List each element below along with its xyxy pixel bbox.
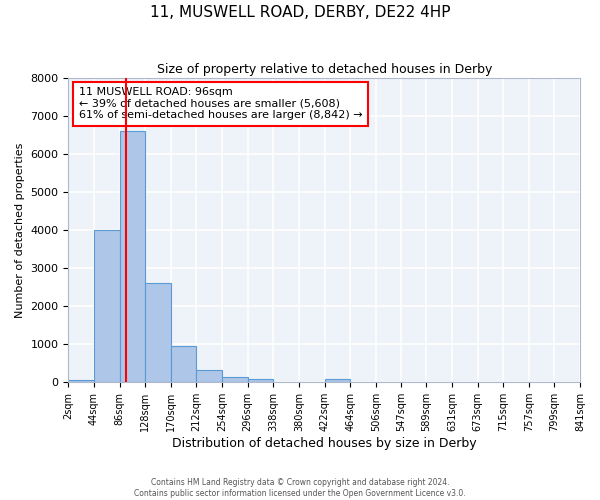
Bar	[325, 379, 350, 382]
Text: 11 MUSWELL ROAD: 96sqm
← 39% of detached houses are smaller (5,608)
61% of semi-: 11 MUSWELL ROAD: 96sqm ← 39% of detached…	[79, 87, 362, 120]
Bar	[145, 284, 171, 382]
Bar	[171, 346, 196, 382]
Bar	[196, 370, 222, 382]
Bar	[94, 230, 119, 382]
Title: Size of property relative to detached houses in Derby: Size of property relative to detached ho…	[157, 62, 492, 76]
Bar	[68, 380, 94, 382]
Bar	[248, 379, 273, 382]
Text: Contains HM Land Registry data © Crown copyright and database right 2024.
Contai: Contains HM Land Registry data © Crown c…	[134, 478, 466, 498]
Text: 11, MUSWELL ROAD, DERBY, DE22 4HP: 11, MUSWELL ROAD, DERBY, DE22 4HP	[150, 5, 450, 20]
Bar	[119, 132, 145, 382]
X-axis label: Distribution of detached houses by size in Derby: Distribution of detached houses by size …	[172, 437, 476, 450]
Y-axis label: Number of detached properties: Number of detached properties	[15, 142, 25, 318]
Bar	[222, 377, 248, 382]
